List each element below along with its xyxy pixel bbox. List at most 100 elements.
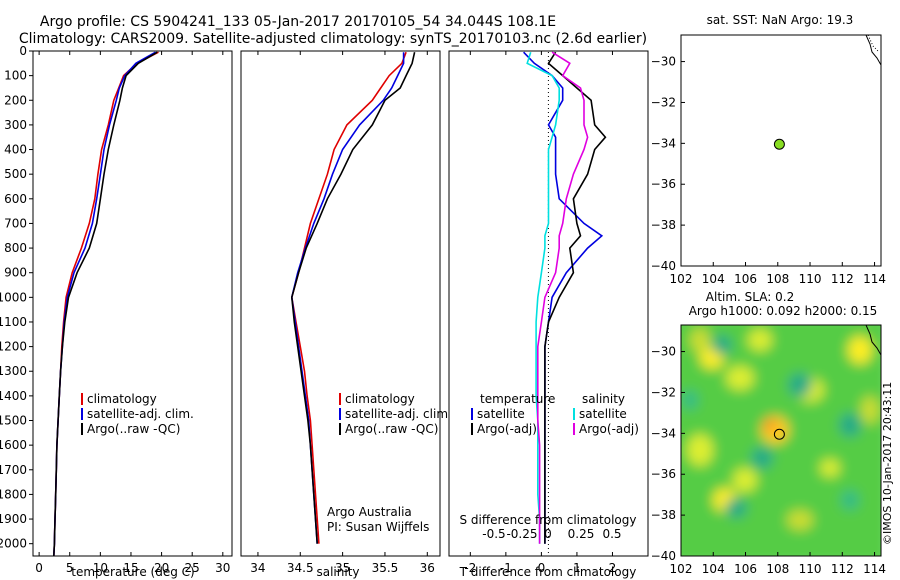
argo-australia-label: Argo Australia xyxy=(327,505,412,519)
imos-watermark: ©IMOS 10-Jan-2017 20:43:11 xyxy=(881,382,894,545)
salinity-legend-label: Argo(..raw -QC) xyxy=(345,422,438,436)
sla-map-lon-label: 108 xyxy=(766,562,789,576)
salinity-diff-tick-label: 0.5 xyxy=(602,527,621,541)
sla-map-panel: Altim. SLA: 0.2 Argo h1000: 0.092 h2000:… xyxy=(651,290,886,576)
header-line-1: Argo profile: CS 5904241_133 05-Jan-2017… xyxy=(40,14,556,30)
salinity-xlabel: salinity xyxy=(316,565,359,579)
salinity-legend-label: climatology xyxy=(345,392,415,406)
difference-legend-label: satellite xyxy=(579,407,627,421)
temperature-legend-label: Argo(..raw -QC) xyxy=(87,422,180,436)
difference-xtick-label: -2 xyxy=(464,561,476,575)
sla-map-lon-label: 112 xyxy=(831,562,854,576)
sla-map-float-marker xyxy=(773,428,785,440)
depth-tick-label: 1100 xyxy=(0,315,27,329)
depth-tick-label: 200 xyxy=(4,93,27,107)
sla-map-lon-label: 104 xyxy=(702,562,725,576)
sst-map-lat-label: −30 xyxy=(651,55,676,69)
legend-header-salinity: salinity xyxy=(582,392,625,406)
salinity-diff-tick-label: -0.5 xyxy=(482,527,505,541)
temperature-xtick-label: 25 xyxy=(185,561,200,575)
legend-header-temperature: temperature xyxy=(480,392,555,406)
sst-map-lon-label: 112 xyxy=(831,272,854,286)
difference-legend-label: Argo(-adj) xyxy=(477,422,537,436)
salinity-diff-tick-label: 0 xyxy=(544,527,552,541)
sst-map-lat-label: −32 xyxy=(651,95,676,109)
sla-map-lon-label: 102 xyxy=(670,562,693,576)
sst-map-lon-label: 106 xyxy=(734,272,757,286)
depth-tick-label: 800 xyxy=(4,241,27,255)
salinity-xtick-label: 36 xyxy=(420,561,435,575)
sst-map-lon-label: 114 xyxy=(863,272,886,286)
difference-xtick-label: 0 xyxy=(538,561,546,575)
difference-legend-label: satellite xyxy=(477,407,525,421)
depth-tick-label: 1600 xyxy=(0,438,27,452)
t-difference-xlabel: T difference from climatology xyxy=(459,565,637,579)
depth-tick-label: 1400 xyxy=(0,389,27,403)
sla-map-title-1: Altim. SLA: 0.2 xyxy=(706,290,794,304)
sst-map-lon-label: 102 xyxy=(670,272,693,286)
depth-tick-label: 600 xyxy=(4,192,27,206)
salinity-xtick-label: 35 xyxy=(335,561,350,575)
salinity-xtick-label: 34 xyxy=(250,561,265,575)
salinity-diff-tick-label: 0.25 xyxy=(568,527,595,541)
salinity-series-argo-raw-qc- xyxy=(290,52,416,544)
sla-map-lon-label: 110 xyxy=(799,562,822,576)
sst-map-float-marker xyxy=(773,138,785,150)
sst-map-lon-label: 108 xyxy=(766,272,789,286)
difference-series-salinity-argo-adj- xyxy=(536,51,589,544)
sst-map-panel: sat. SST: NaN Argo: 19.3 102 104 106 108 110… xyxy=(651,13,886,286)
temperature-xtick-label: 15 xyxy=(123,561,138,575)
sst-map-lat-label: −36 xyxy=(651,177,676,191)
depth-tick-label: 1000 xyxy=(0,290,27,304)
sst-map-frame xyxy=(680,34,882,267)
sla-map-lon-label: 114 xyxy=(863,562,886,576)
depth-tick-label: 1800 xyxy=(0,487,27,501)
s-difference-label: S difference from climatology xyxy=(460,513,637,527)
sst-map-lat-label: −34 xyxy=(651,136,676,150)
coastline xyxy=(865,35,881,66)
depth-tick-label: 2000 xyxy=(0,537,27,551)
depth-tick-label: 300 xyxy=(4,118,27,132)
sla-map-lat-label: −32 xyxy=(651,385,676,399)
depth-tick-label: 400 xyxy=(4,143,27,157)
sst-map-title: sat. SST: NaN Argo: 19.3 xyxy=(707,13,854,27)
sla-map-frame xyxy=(680,324,882,557)
temperature-legend-label: climatology xyxy=(87,392,157,406)
difference-xtick-label: 2 xyxy=(609,561,617,575)
salinity-axes-frame xyxy=(240,50,441,557)
temperature-xtick-label: 5 xyxy=(66,561,74,575)
sst-map-lat-label: −38 xyxy=(651,218,676,232)
depth-tick-label: 100 xyxy=(4,69,27,83)
temperature-panel: 0100200300400500600700800900100011001200… xyxy=(0,44,233,579)
temperature-legend-label: satellite-adj. clim. xyxy=(87,407,194,421)
difference-xtick-label: -1 xyxy=(500,561,512,575)
depth-tick-label: 900 xyxy=(4,266,27,280)
temperature-xlabel: temperature (deg C) xyxy=(71,565,194,579)
difference-series-salinity-satellite xyxy=(526,51,561,544)
temperature-xtick-label: 20 xyxy=(154,561,169,575)
temperature-xtick-label: 30 xyxy=(215,561,230,575)
temperature-series-argo-raw-qc- xyxy=(53,51,158,556)
sla-map-lat-label: −38 xyxy=(651,508,676,522)
depth-tick-label: 1500 xyxy=(0,414,27,428)
difference-xtick-label: 1 xyxy=(573,561,581,575)
coastline-dotted xyxy=(867,35,880,53)
salinity-xtick-label: 35.5 xyxy=(372,561,399,575)
temperature-xtick-label: 10 xyxy=(93,561,108,575)
sla-map-lon-label: 106 xyxy=(734,562,757,576)
sla-map-lat-label: −36 xyxy=(651,467,676,481)
sst-map-lat-label: −40 xyxy=(651,259,676,273)
sla-heatmap xyxy=(681,325,881,556)
temperature-xtick-label: 0 xyxy=(35,561,43,575)
sla-map-lat-label: −34 xyxy=(651,426,676,440)
depth-tick-label: 1700 xyxy=(0,463,27,477)
depth-tick-label: 1300 xyxy=(0,364,27,378)
depth-tick-label: 1200 xyxy=(0,340,27,354)
depth-tick-label: 1900 xyxy=(0,512,27,526)
header-line-2: Climatology: CARS2009. Satellite-adjuste… xyxy=(19,31,647,47)
depth-tick-label: 0 xyxy=(19,44,27,58)
depth-tick-label: 500 xyxy=(4,167,27,181)
sla-map-lat-label: −30 xyxy=(651,345,676,359)
sst-map-lon-label: 110 xyxy=(799,272,822,286)
